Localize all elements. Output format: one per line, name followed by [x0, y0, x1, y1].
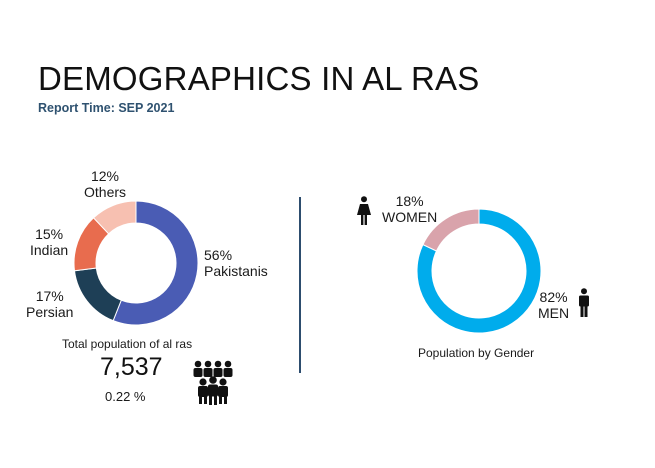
label-women-name: WOMEN	[382, 209, 438, 225]
nationality-donut-chart	[73, 200, 199, 326]
total-population-label: Total population of al ras	[62, 337, 193, 351]
label-pakistanis: 56% Pakistanis	[204, 247, 268, 279]
label-persian-percent: 17%	[35, 288, 64, 304]
woman-icon	[357, 196, 371, 225]
label-indian-percent: 15%	[35, 226, 64, 242]
slice-men	[416, 208, 542, 334]
total-population-value: 7,537	[100, 353, 163, 381]
label-indian: 15% Indian	[30, 226, 68, 258]
label-persian-name: Persian	[26, 304, 74, 320]
gender-donut-chart	[416, 208, 542, 334]
slice-pakistanis	[112, 200, 199, 326]
slice-others	[92, 200, 137, 235]
gender-caption: Population by Gender	[418, 346, 535, 360]
label-pakistanis-name: Pakistanis	[204, 263, 268, 279]
label-men: 82% MEN	[538, 289, 569, 321]
label-indian-name: Indian	[30, 242, 69, 258]
label-others: 12% Others	[84, 168, 126, 200]
page-title: DEMOGRAPHICS IN AL RAS	[38, 60, 480, 97]
label-persian: 17% Persian	[26, 288, 73, 320]
label-men-percent: 82%	[539, 289, 568, 305]
label-women-percent: 18%	[395, 193, 424, 209]
label-men-name: MEN	[538, 305, 570, 321]
slice-women	[422, 208, 480, 252]
section-divider	[299, 197, 301, 373]
total-population-percent: 0.22 %	[105, 389, 146, 404]
label-others-name: Others	[84, 184, 127, 200]
label-pakistanis-percent: 56%	[204, 247, 233, 263]
people-group-icon	[193, 360, 233, 405]
report-time: Report Time: SEP 2021	[38, 101, 175, 115]
slice-persian	[73, 267, 122, 322]
man-icon	[579, 288, 589, 317]
label-women: 18% WOMEN	[382, 193, 437, 225]
label-others-percent: 12%	[90, 168, 120, 184]
